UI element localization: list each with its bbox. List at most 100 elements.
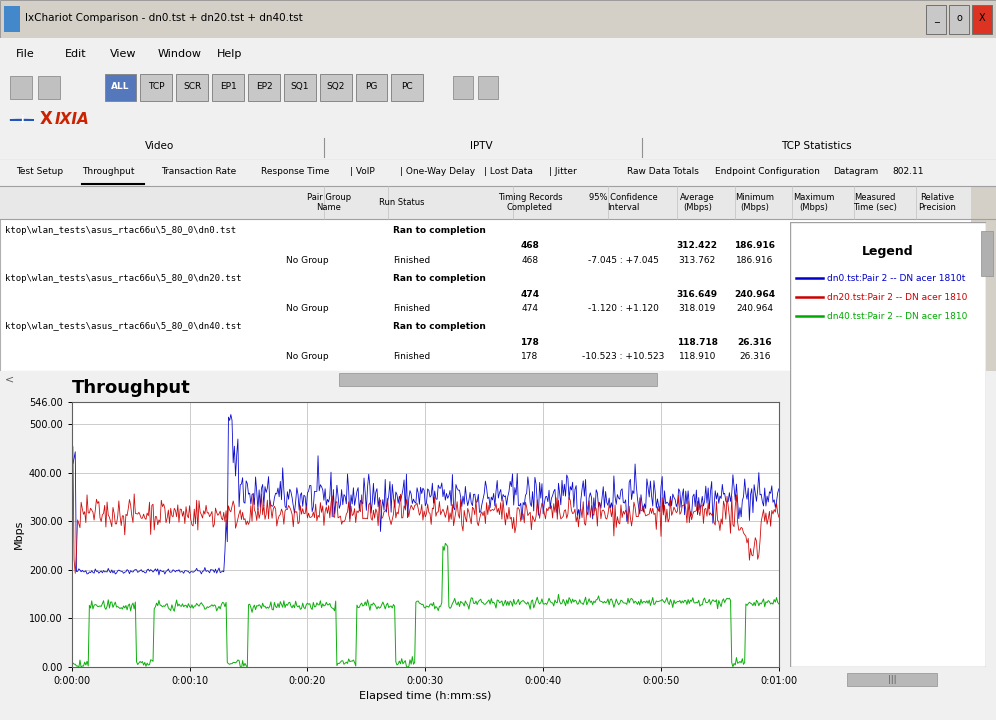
Text: Measured
Time (sec): Measured Time (sec) xyxy=(853,193,896,212)
Text: SCR: SCR xyxy=(183,82,201,91)
Text: File: File xyxy=(16,49,35,59)
Text: 468: 468 xyxy=(521,241,539,251)
Text: 2.245: 2.245 xyxy=(924,256,950,265)
FancyBboxPatch shape xyxy=(176,74,208,101)
Text: 246.914: 246.914 xyxy=(795,352,833,361)
FancyBboxPatch shape xyxy=(38,76,60,99)
Text: X: X xyxy=(40,110,53,128)
Text: | One-Way Delay: | One-Way Delay xyxy=(400,167,475,176)
Text: 476.191: 476.191 xyxy=(795,305,833,313)
Text: | Jitter: | Jitter xyxy=(549,167,577,176)
Text: <: < xyxy=(5,375,14,384)
Text: Test Setup: Test Setup xyxy=(16,167,63,176)
Text: TCP: TCP xyxy=(148,82,164,91)
Text: Minimum
(Mbps): Minimum (Mbps) xyxy=(735,193,775,212)
Text: No Group: No Group xyxy=(286,305,329,313)
Text: No Group: No Group xyxy=(286,352,329,361)
FancyBboxPatch shape xyxy=(105,74,136,101)
Text: 312.422: 312.422 xyxy=(676,241,718,251)
Text: Pair Group
Name: Pair Group Name xyxy=(307,193,351,212)
Text: Finished: Finished xyxy=(393,352,430,361)
Y-axis label: Mbps: Mbps xyxy=(13,520,23,549)
Text: Finished: Finished xyxy=(393,305,430,313)
Text: SQ2: SQ2 xyxy=(327,82,345,91)
Text: Run Status: Run Status xyxy=(378,198,424,207)
Text: o: o xyxy=(956,13,962,23)
Text: Average
(Mbps): Average (Mbps) xyxy=(680,193,714,212)
FancyBboxPatch shape xyxy=(453,76,473,99)
Text: 802.11: 802.11 xyxy=(892,167,924,176)
X-axis label: Elapsed time (h:mm:ss): Elapsed time (h:mm:ss) xyxy=(360,691,491,701)
Text: >: > xyxy=(977,375,986,384)
FancyBboxPatch shape xyxy=(790,222,986,667)
Text: X: X xyxy=(979,13,985,23)
Text: 474: 474 xyxy=(520,289,540,299)
Text: 8.849: 8.849 xyxy=(924,352,950,361)
Text: |||: ||| xyxy=(887,675,896,684)
Text: 59.619: 59.619 xyxy=(859,305,890,313)
FancyBboxPatch shape xyxy=(212,74,244,101)
Text: -7.045 : +7.045: -7.045 : +7.045 xyxy=(588,256,659,265)
Text: -1.120 : +1.120: -1.120 : +1.120 xyxy=(588,305,659,313)
FancyBboxPatch shape xyxy=(356,74,387,101)
Text: Legend: Legend xyxy=(863,245,913,258)
Text: View: View xyxy=(110,49,136,59)
Text: Video: Video xyxy=(144,141,174,151)
Text: Timing Records
Completed: Timing Records Completed xyxy=(498,193,562,212)
Text: 59.663: 59.663 xyxy=(859,256,890,265)
Text: PC: PC xyxy=(401,82,413,91)
FancyBboxPatch shape xyxy=(391,74,423,101)
FancyBboxPatch shape xyxy=(248,74,280,101)
Text: Ran to completion: Ran to completion xyxy=(393,225,486,235)
FancyBboxPatch shape xyxy=(847,673,937,685)
Text: 59.877: 59.877 xyxy=(859,352,890,361)
Text: PG: PG xyxy=(366,82,377,91)
FancyBboxPatch shape xyxy=(339,374,657,386)
FancyBboxPatch shape xyxy=(478,76,498,99)
Text: SQ1: SQ1 xyxy=(291,82,309,91)
Text: 474: 474 xyxy=(521,305,539,313)
Text: 0.352: 0.352 xyxy=(924,305,950,313)
Text: 512.821: 512.821 xyxy=(795,256,833,265)
Text: 316.649: 316.649 xyxy=(676,289,718,299)
Text: 512.821: 512.821 xyxy=(793,241,835,251)
FancyBboxPatch shape xyxy=(0,186,996,371)
Text: IXIA: IXIA xyxy=(55,112,90,127)
Text: Relative
Precision: Relative Precision xyxy=(918,193,956,212)
Text: 118.910: 118.910 xyxy=(678,352,716,361)
Text: ALL: ALL xyxy=(112,82,129,91)
Text: 178: 178 xyxy=(521,338,539,346)
Text: IPTV: IPTV xyxy=(470,141,492,151)
Text: IxChariot Comparison - dn0.tst + dn20.tst + dn40.tst: IxChariot Comparison - dn0.tst + dn20.ts… xyxy=(25,13,303,23)
Text: 118.718: 118.718 xyxy=(676,338,718,346)
FancyBboxPatch shape xyxy=(4,6,20,32)
Text: 178: 178 xyxy=(521,352,539,361)
Text: -10.523 : +10.523: -10.523 : +10.523 xyxy=(583,352,664,361)
FancyBboxPatch shape xyxy=(0,0,996,38)
Text: dn0.tst:Pair 2 -- DN acer 1810t: dn0.tst:Pair 2 -- DN acer 1810t xyxy=(827,274,965,282)
Text: dn40.tst:Pair 2 -- DN acer 1810: dn40.tst:Pair 2 -- DN acer 1810 xyxy=(827,312,967,320)
Text: 476.191: 476.191 xyxy=(793,289,835,299)
Text: _: _ xyxy=(934,13,938,23)
Text: Transaction Rate: Transaction Rate xyxy=(161,167,237,176)
FancyBboxPatch shape xyxy=(0,186,996,219)
Text: Throughput: Throughput xyxy=(82,167,134,176)
Text: Maximum
(Mbps): Maximum (Mbps) xyxy=(793,193,835,212)
Text: 186.916: 186.916 xyxy=(734,241,776,251)
Text: 95% Confidence
Interval: 95% Confidence Interval xyxy=(589,193,658,212)
Text: Endpoint Configuration: Endpoint Configuration xyxy=(715,167,820,176)
Text: Ran to completion: Ran to completion xyxy=(393,322,486,331)
Text: Window: Window xyxy=(157,49,201,59)
Text: i: i xyxy=(20,115,24,125)
Text: Help: Help xyxy=(217,49,242,59)
Text: | Lost Data: | Lost Data xyxy=(484,167,533,176)
Text: 186.916: 186.916 xyxy=(736,256,774,265)
Text: 240.964: 240.964 xyxy=(736,305,774,313)
Text: Ran to completion: Ran to completion xyxy=(393,274,486,283)
FancyBboxPatch shape xyxy=(949,4,969,34)
Text: 26.316: 26.316 xyxy=(738,338,772,346)
Text: ktop\wlan_tests\asus_rtac66u\5_80_0\dn40.tst: ktop\wlan_tests\asus_rtac66u\5_80_0\dn40… xyxy=(5,322,241,331)
Text: dn20.tst:Pair 2 -- DN acer 1810: dn20.tst:Pair 2 -- DN acer 1810 xyxy=(827,292,967,302)
Text: No Group: No Group xyxy=(286,256,329,265)
Text: ktop\wlan_tests\asus_rtac66u\5_80_0\dn20.tst: ktop\wlan_tests\asus_rtac66u\5_80_0\dn20… xyxy=(5,274,241,283)
